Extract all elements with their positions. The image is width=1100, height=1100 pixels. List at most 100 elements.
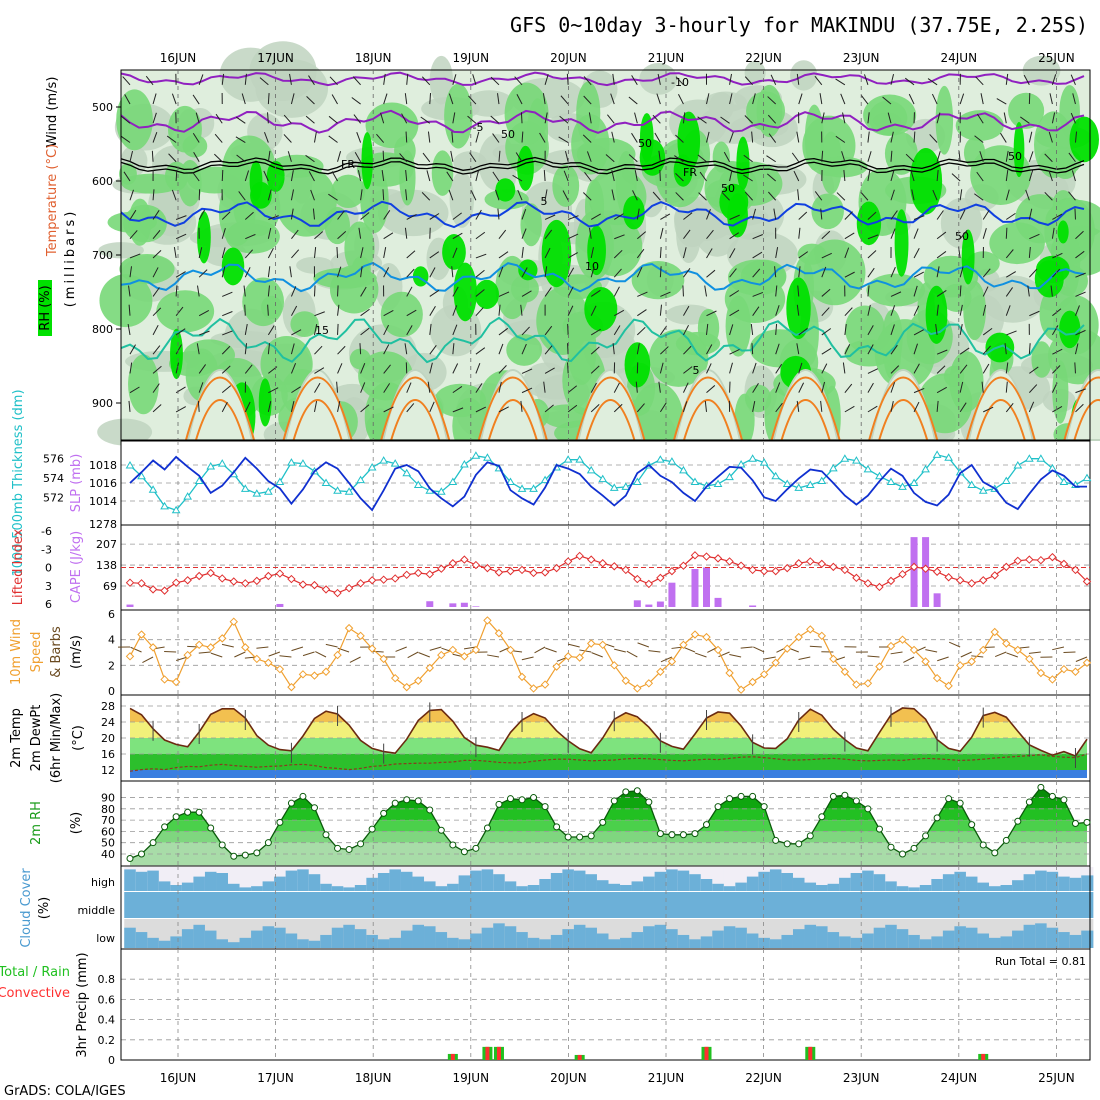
- thickness-point: [356, 475, 365, 484]
- wind-barb: [128, 285, 131, 297]
- rh-band: [130, 831, 1087, 843]
- wind-barb: [752, 234, 763, 240]
- cloud-cell: [666, 869, 679, 891]
- cloud-cell: [988, 892, 1002, 918]
- lifted-tick: 6: [45, 598, 52, 611]
- wind-barb: [452, 305, 458, 316]
- wind-barb: [890, 210, 898, 220]
- rh2m-point: [760, 803, 768, 811]
- lifted-index-point: [575, 551, 584, 561]
- wind-speed-point: [321, 667, 331, 676]
- wind-barb: [835, 78, 846, 86]
- cloud-cell: [493, 892, 506, 918]
- lifted-index-point: [771, 566, 780, 576]
- thickness-point: [367, 462, 377, 471]
- thickness-point: [852, 456, 861, 464]
- wind-barb: [567, 305, 574, 316]
- wind-barb: [982, 327, 993, 336]
- wind-barb: [175, 215, 187, 220]
- thickness-point: [875, 471, 884, 480]
- wind-barb: [1028, 343, 1031, 355]
- wind-barb: [890, 266, 896, 278]
- contour-label: -10: [671, 76, 689, 89]
- cloud-cell: [193, 892, 206, 918]
- wind-barb: [337, 151, 342, 162]
- wind-barb: [291, 249, 300, 259]
- wind-barb: [913, 271, 925, 278]
- cloud-cell: [435, 892, 448, 918]
- thickness-axis-title: 1000-500mb Thickness (dm): [11, 389, 26, 576]
- rh2m-axis-title: (%): [69, 812, 84, 835]
- wind-speed-point: [679, 640, 688, 650]
- cloud-cell: [135, 932, 148, 948]
- lifted-index-point: [598, 559, 607, 568]
- wind-barb: [775, 323, 778, 335]
- cloud-cell: [827, 892, 840, 918]
- wind-barb: [867, 344, 874, 355]
- wind-barb: [631, 132, 638, 143]
- cloud-cell: [873, 874, 886, 891]
- cloud-cell: [458, 875, 471, 891]
- wind-barb: [729, 309, 740, 317]
- cloud-cell: [377, 873, 391, 891]
- temp-contour-20: [380, 376, 451, 441]
- wind-barb: [636, 343, 640, 355]
- cloud-cell: [331, 892, 344, 918]
- wind-barb: [890, 170, 895, 182]
- rh-blob: [935, 85, 954, 155]
- wind-barb: [244, 364, 253, 374]
- cloud-level-label: high: [91, 876, 115, 889]
- wind-barb: [887, 112, 892, 124]
- temp-contour-5: [120, 200, 1085, 229]
- rh2m-point: [414, 797, 422, 805]
- wind-barb: [890, 131, 894, 143]
- wind-barb: [743, 154, 753, 163]
- wind-barb: [682, 247, 687, 259]
- cloud-cell: [158, 940, 171, 948]
- wind-speed-point: [517, 672, 527, 682]
- cloud-cell: [585, 892, 598, 918]
- lifted-index-point: [344, 583, 354, 593]
- thickness-point: [828, 463, 838, 472]
- wind-barb: [214, 133, 223, 143]
- cloud-cell: [723, 886, 736, 891]
- wind-barb: [1051, 325, 1059, 336]
- wind-barb: [129, 362, 133, 374]
- wind-barb: [637, 309, 647, 317]
- cloud-cell: [816, 892, 829, 918]
- surface-wind-barb: [903, 656, 915, 663]
- date-labels-top: 16JUN 17JUN 18JUN 19JUN 20JUN 21JUN 22JUN 23JUN…: [160, 51, 1075, 65]
- wind-barb: [243, 285, 246, 297]
- lifted-index-point: [783, 563, 792, 573]
- wind-barb: [337, 323, 339, 335]
- rh2m-point: [599, 818, 607, 826]
- thickness-point: [321, 478, 331, 486]
- date-label-top: 22JUN: [745, 51, 782, 65]
- wind-barb: [959, 189, 963, 201]
- wind-barb: [864, 74, 869, 85]
- cloud-cell: [873, 892, 886, 918]
- wind-barb: [313, 131, 317, 143]
- rh-blob: [250, 181, 272, 209]
- surface-wind-barb: [695, 652, 707, 658]
- rh2m-tick: 70: [101, 814, 115, 827]
- wind-barb: [129, 266, 133, 278]
- contour-label: 50: [501, 128, 515, 141]
- wind-barb: [1023, 74, 1030, 86]
- wind-barb: [337, 266, 342, 278]
- rh-blob: [631, 382, 684, 454]
- rh-blob: [541, 219, 572, 288]
- wind-barb: [129, 189, 134, 201]
- precip-convective-legend: Convective: [0, 986, 70, 1001]
- wind-speed-point: [944, 681, 953, 691]
- wind-barb: [682, 382, 689, 393]
- cloud-cell: [931, 936, 944, 948]
- wind-barb: [1052, 213, 1063, 220]
- wind-barb: [729, 268, 737, 278]
- thickness-point: [344, 487, 354, 495]
- wind-barb: [244, 343, 248, 355]
- wind-barb: [198, 309, 210, 317]
- wind-barb: [521, 246, 524, 259]
- wind-barb: [1005, 170, 1009, 182]
- cloud-cell: [320, 892, 333, 918]
